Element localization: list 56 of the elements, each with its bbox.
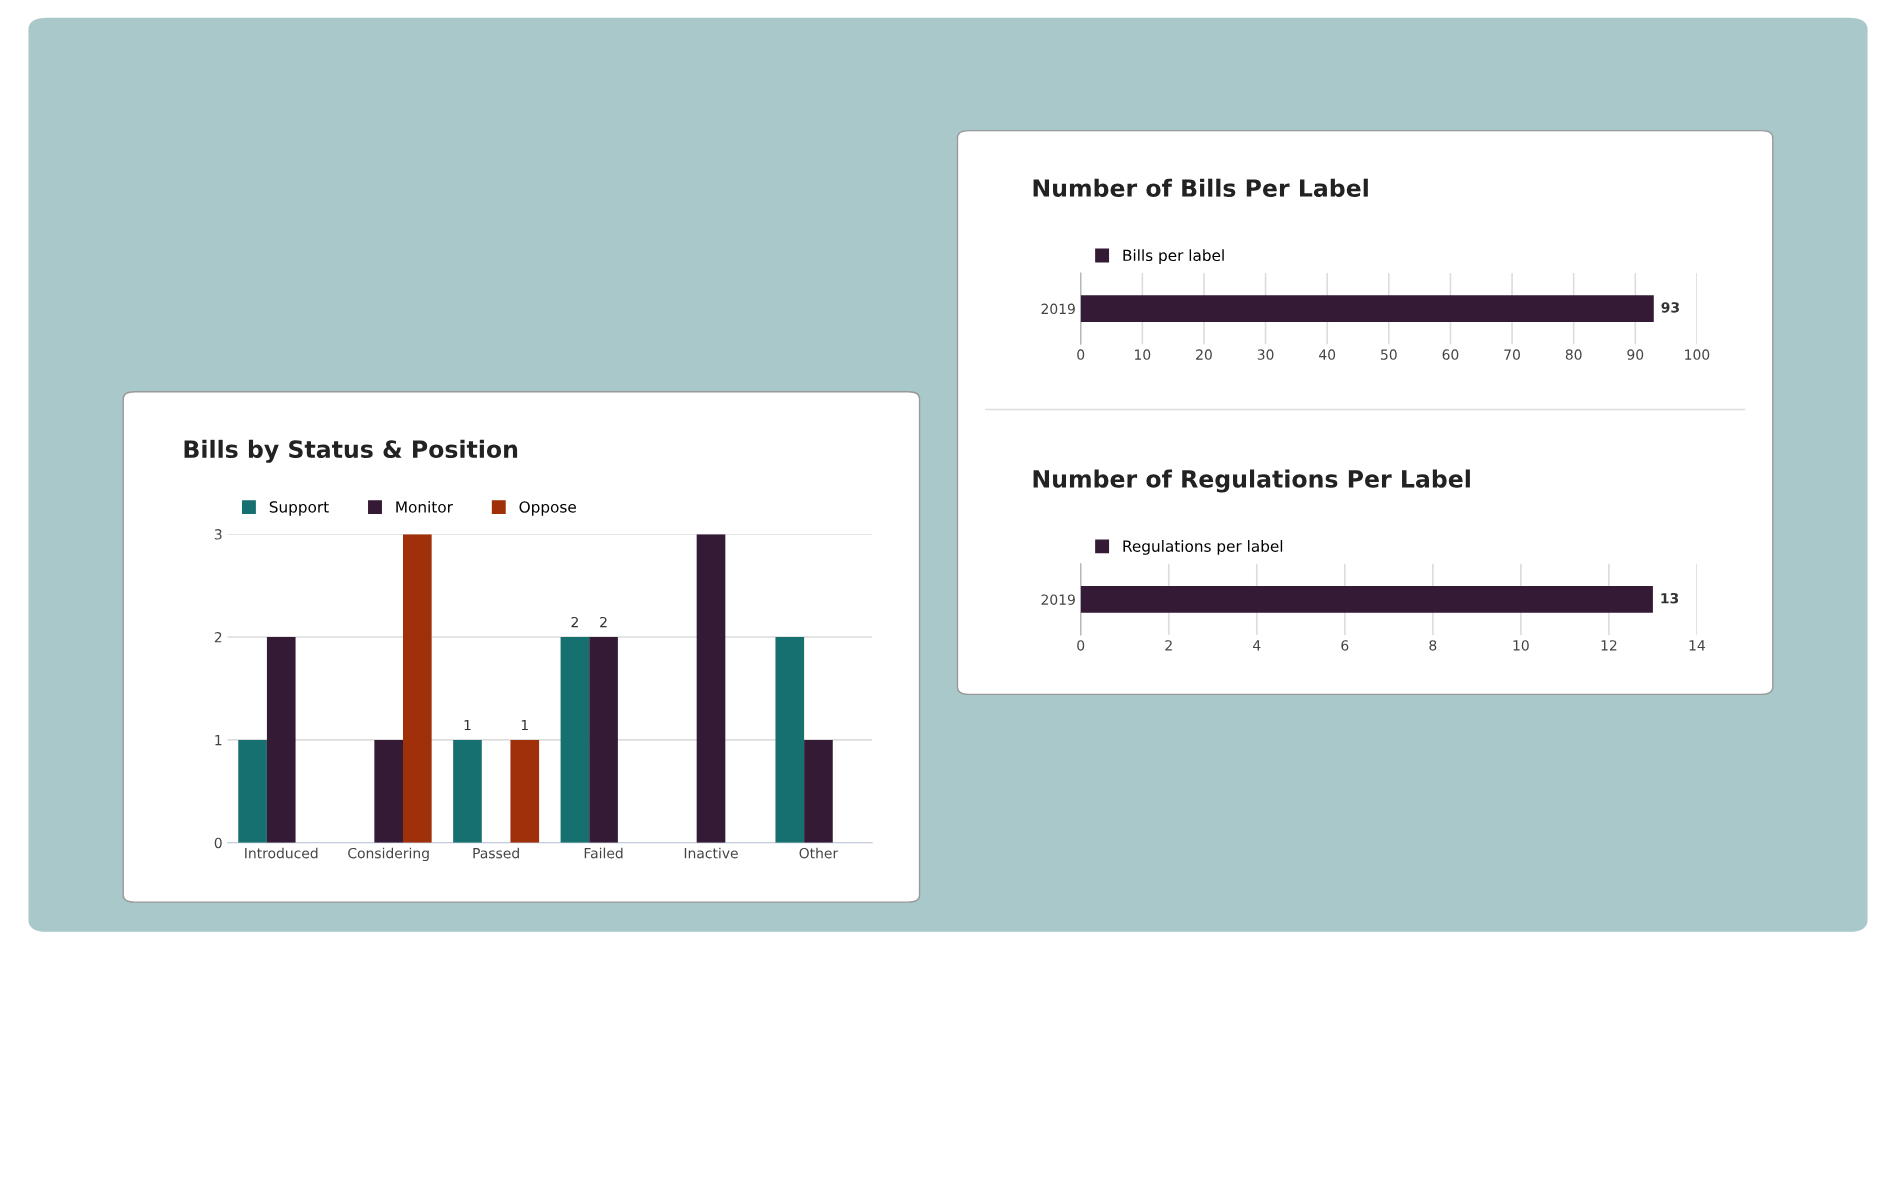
y-tick-label: 2019 — [1041, 303, 1075, 315]
legend-label: Oppose — [519, 501, 576, 516]
x-tick-label: Inactive — [684, 847, 738, 859]
x-tick-label: 10 — [1513, 640, 1529, 651]
bar — [510, 739, 540, 843]
data-label: 2 — [600, 616, 607, 628]
x-tick-label: 2 — [1165, 640, 1172, 651]
bar — [775, 637, 805, 843]
x-tick-label: Failed — [584, 847, 623, 859]
bar — [804, 739, 833, 843]
y-tick-label: 1 — [215, 735, 222, 746]
x-tick-label: Passed — [473, 847, 519, 859]
bar — [453, 739, 482, 843]
x-tick-label: 0 — [1077, 349, 1085, 360]
y-tick-label: 2 — [214, 631, 222, 643]
x-tick-label: 90 — [1627, 349, 1644, 360]
chart-title: Number of Bills Per Label — [1033, 178, 1368, 197]
legend-label: Bills per label — [1123, 249, 1224, 265]
y-tick-label: 2019 — [1041, 594, 1075, 605]
x-tick-label: 80 — [1565, 349, 1582, 360]
x-tick-label: 20 — [1196, 349, 1212, 360]
x-tick-label: 40 — [1319, 349, 1336, 360]
legend-label: Regulations per label — [1123, 540, 1283, 555]
x-tick-label: Considering — [348, 847, 429, 862]
x-tick-label: 4 — [1253, 640, 1261, 651]
data-label: 1 — [464, 719, 471, 731]
data-label: 13 — [1661, 592, 1679, 604]
bar — [266, 637, 296, 843]
data-label: 2 — [571, 616, 578, 628]
x-tick-label: 0 — [1077, 640, 1085, 651]
y-tick-label: 3 — [214, 529, 222, 540]
x-tick-label: 30 — [1257, 349, 1274, 360]
bar — [403, 534, 432, 843]
x-tick-label: 12 — [1601, 640, 1617, 651]
bar — [589, 637, 618, 843]
x-tick-label: 50 — [1381, 349, 1397, 360]
x-tick-label: 10 — [1135, 349, 1151, 360]
legend-label: Support — [269, 501, 329, 516]
bar — [560, 637, 590, 843]
x-tick-label: 6 — [1341, 640, 1349, 651]
chart-title: Bills by Status & Position — [184, 439, 518, 463]
x-tick-label: 14 — [1689, 640, 1705, 651]
legend-label: Monitor — [396, 500, 453, 513]
data-label: 1 — [521, 719, 528, 731]
data-label: 93 — [1661, 302, 1679, 313]
chart-title: Number of Regulations Per Label — [1033, 469, 1470, 493]
y-tick-label: 0 — [214, 837, 222, 849]
x-tick-label: Introduced — [245, 847, 318, 859]
x-tick-label: 8 — [1429, 640, 1437, 651]
x-tick-label: 60 — [1442, 349, 1459, 360]
x-tick-label: 100 — [1685, 349, 1710, 360]
bar — [374, 739, 404, 843]
x-tick-label: Other — [799, 847, 839, 859]
x-tick-label: 70 — [1504, 349, 1520, 360]
bar — [696, 534, 726, 843]
bar — [238, 739, 267, 843]
